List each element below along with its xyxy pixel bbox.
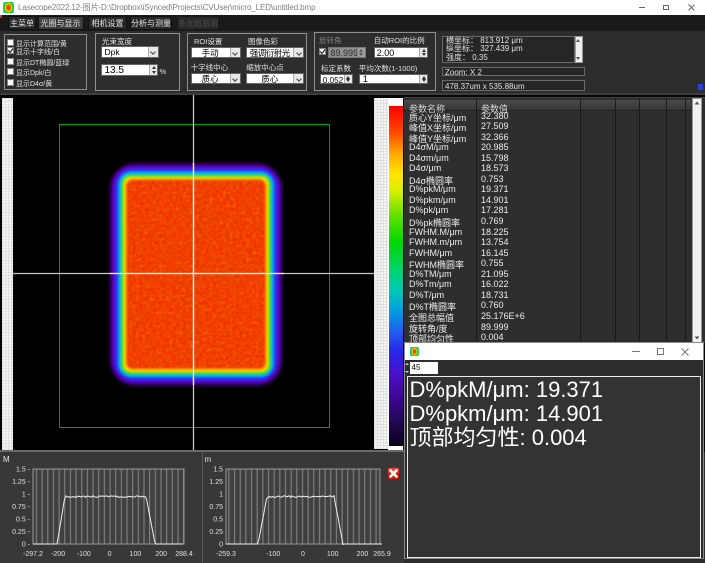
- svg-text:0.25: 0.25: [209, 529, 223, 536]
- svg-text:-297.2: -297.2: [23, 551, 43, 558]
- svg-text:200: 200: [357, 551, 369, 558]
- svg-text:1.5 -: 1.5 -: [16, 467, 31, 474]
- svg-text:0: 0: [301, 551, 305, 558]
- svg-text:0: 0: [108, 551, 112, 558]
- svg-text:288.4: 288.4: [175, 551, 193, 558]
- svg-text:1: 1: [219, 492, 223, 499]
- svg-text:0 -: 0 -: [22, 542, 31, 549]
- svg-text:0.5 -: 0.5 -: [16, 517, 31, 524]
- svg-text:-100: -100: [266, 551, 280, 558]
- svg-text:-100: -100: [77, 551, 91, 558]
- svg-text:1.25 -: 1.25 -: [12, 479, 31, 486]
- svg-text:200: 200: [155, 551, 167, 558]
- svg-text:0.75: 0.75: [209, 504, 223, 511]
- svg-text:M: M: [3, 455, 10, 464]
- svg-text:-200: -200: [51, 551, 65, 558]
- svg-text:265.9: 265.9: [373, 551, 391, 558]
- svg-text:-259.3: -259.3: [216, 551, 236, 558]
- svg-text:0: 0: [219, 542, 223, 549]
- svg-text:100: 100: [327, 551, 339, 558]
- svg-text:1.5: 1.5: [213, 467, 223, 474]
- svg-text:1 -: 1 -: [22, 492, 31, 499]
- svg-text:100: 100: [130, 551, 142, 558]
- svg-text:m: m: [205, 455, 212, 464]
- svg-text:1.25: 1.25: [209, 479, 223, 486]
- svg-text:0.75 -: 0.75 -: [12, 504, 31, 511]
- svg-text:0.5: 0.5: [213, 517, 223, 524]
- svg-text:0.25 -: 0.25 -: [12, 529, 31, 536]
